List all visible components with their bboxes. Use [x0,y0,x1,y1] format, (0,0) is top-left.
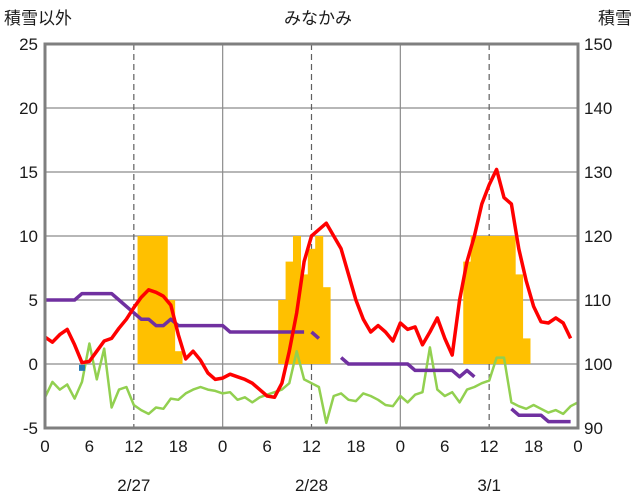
y-right-tick-label: 120 [584,227,612,246]
series-lines [43,167,579,425]
y-left-tick-label: 20 [19,99,38,118]
x-tick-label: 6 [440,437,449,456]
snow-depth-line [339,356,476,379]
snow-depth-line [510,407,571,424]
data-marker [79,364,86,371]
right-axis-label: 積雪 [598,9,632,29]
y-left-tick-label: 15 [19,163,38,182]
red-series-line [44,167,573,400]
x-tick-label: 6 [85,437,94,456]
plot-frame [43,42,580,430]
x-tick-label: 18 [524,437,543,456]
x-tick-label: 0 [218,437,227,456]
y-left-tick-label: -5 [23,419,38,438]
precip-bar [152,236,161,364]
y-left-tick-label: 0 [29,355,38,374]
precip-bar [322,287,331,364]
snow-depth-line [45,291,305,334]
day-label: 2/28 [295,476,328,495]
chart-title: みなかみ [284,9,352,29]
precip-bar [478,236,487,364]
precip-bar [492,236,501,364]
precip-bar [300,274,309,364]
y-right-tick-label: 90 [584,419,603,438]
precip-bar [137,236,146,364]
x-tick-label: 0 [396,437,405,456]
day-label: 2/27 [117,476,150,495]
precip-bar [144,236,153,364]
x-tick-label: 6 [262,437,271,456]
precip-bar [515,274,524,364]
precip-bar [307,248,316,364]
y-left-tick-label: 25 [19,35,38,54]
precip-bar [507,236,516,364]
x-tick-label: 12 [124,437,143,456]
y-left-tick-label: 10 [19,227,38,246]
precip-bar [485,236,494,364]
precip-bar [174,351,183,364]
y-right-tick-label: 100 [584,355,612,374]
day-label: 3/1 [477,476,501,495]
x-tick-label: 0 [40,437,49,456]
y-left-tick-label: 5 [29,291,38,310]
x-tick-label: 12 [302,437,321,456]
y-right-tick-label: 140 [584,99,612,118]
x-tick-label: 18 [169,437,188,456]
precip-bar [463,261,472,364]
y-right-tick-label: 150 [584,35,612,54]
x-tick-label: 18 [346,437,365,456]
precip-bar [522,338,531,364]
precip-bar [500,236,509,364]
x-tick-label: 0 [573,437,582,456]
precip-bar [159,236,168,364]
y-right-tick-label: 130 [584,163,612,182]
left-axis-label: 積雪以外 [4,9,72,29]
snow-depth-line [310,330,321,340]
green-series-line [43,342,579,425]
precip-bar [285,261,294,364]
precip-bar [315,236,324,364]
precip-bar [470,236,479,364]
precip-bar [167,300,176,364]
y-right-tick-label: 110 [584,291,611,310]
x-tick-label: 12 [480,437,499,456]
